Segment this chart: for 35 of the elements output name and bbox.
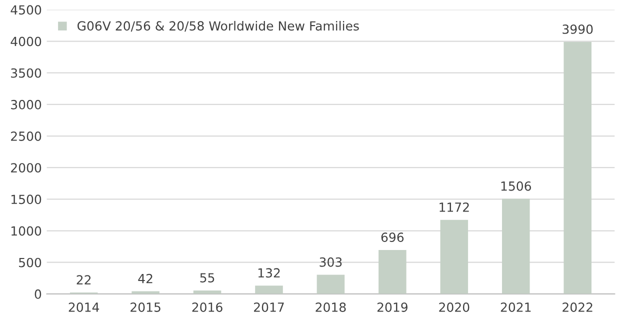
bar	[502, 198, 530, 294]
x-tick-label: 2015	[130, 302, 160, 312]
y-tick-label: 1500	[12, 194, 42, 204]
data-label: 1172	[440, 202, 469, 212]
data-label: 55	[200, 273, 214, 282]
data-label: 3990	[562, 24, 593, 34]
x-tick-label: 2021	[500, 302, 531, 312]
y-tick-label: 4000	[10, 36, 42, 46]
data-label: 303	[320, 257, 342, 267]
y-tick-label: 2000	[11, 163, 42, 173]
bar	[440, 220, 468, 294]
y-tick-label: 1000	[12, 226, 42, 236]
x-tick-label: 2020	[439, 302, 470, 312]
x-tick-label: 2014	[68, 302, 100, 312]
data-label: 1506	[501, 181, 532, 191]
y-tick-label: 0	[34, 289, 42, 299]
y-tick-label: 3500	[11, 68, 42, 78]
bar	[255, 286, 283, 294]
x-tick-label: 2017	[254, 302, 284, 312]
y-tick-label: 2500	[11, 131, 42, 141]
x-tick-label: 2016	[192, 302, 222, 312]
bar	[316, 274, 345, 294]
data-label: 132	[258, 268, 280, 278]
x-tick-label: 2019	[377, 302, 408, 312]
x-tick-label: 2022	[562, 302, 592, 312]
legend-label: G06V 20/56 & 20/58 Worldwide New Families	[78, 20, 359, 32]
x-tick-label: 2018	[316, 302, 346, 312]
bar	[564, 42, 592, 294]
y-tick-label: 4500	[10, 5, 42, 15]
y-tick-label: 3000	[11, 100, 42, 110]
data-label: 696	[381, 232, 404, 242]
data-label: 42	[138, 274, 152, 284]
y-tick-label: 500	[19, 258, 42, 268]
data-label: 22	[76, 275, 91, 284]
bar	[378, 250, 406, 294]
